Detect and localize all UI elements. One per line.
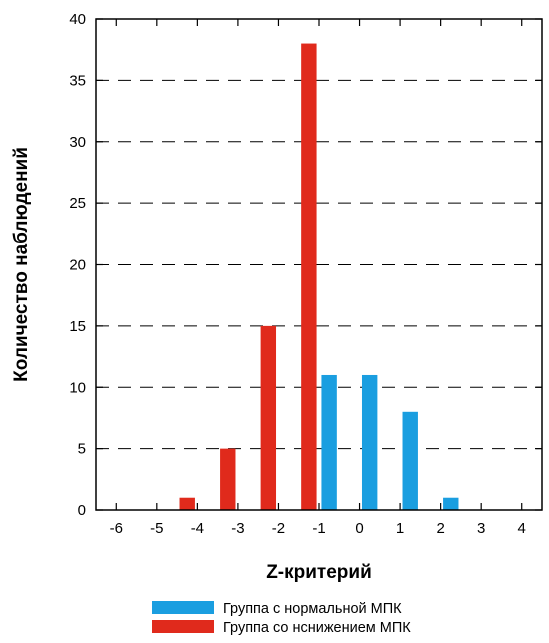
bar xyxy=(361,374,378,510)
x-tick-label: 4 xyxy=(518,520,526,537)
y-tick-label: 25 xyxy=(69,195,86,212)
bar xyxy=(301,43,317,511)
x-tick-label: -3 xyxy=(231,520,244,537)
bar xyxy=(402,411,418,510)
legend-swatch xyxy=(152,620,214,633)
bar xyxy=(321,374,337,510)
y-tick-labels: 0 5 10 15 20 25 30 35 40 xyxy=(69,11,86,519)
bar xyxy=(260,325,277,510)
x-tick-label: -1 xyxy=(312,520,325,537)
x-tick-label: -5 xyxy=(150,520,163,537)
y-tick-label: 5 xyxy=(78,441,86,458)
x-tick-label: 1 xyxy=(396,520,404,537)
y-tick-label: 35 xyxy=(69,72,86,89)
x-tick-label: -2 xyxy=(272,520,285,537)
x-axis-title: Z-критерий xyxy=(266,562,372,583)
legend: Группа с нормальной МПК Группа со нснижен… xyxy=(152,601,411,636)
bar xyxy=(220,448,236,510)
y-axis-title: Количество наблюдений xyxy=(11,147,32,382)
y-tick-label: 10 xyxy=(69,379,86,396)
x-tick-labels: -6 -5 -4 -3 -2 -1 0 1 2 3 4 xyxy=(110,520,526,537)
bar xyxy=(179,497,195,510)
bars xyxy=(179,43,459,511)
legend-label: Группа со нснижением МПК xyxy=(223,620,411,636)
y-tick-label: 40 xyxy=(69,11,86,28)
y-tick-label: 15 xyxy=(69,318,86,335)
y-tick-label: 20 xyxy=(69,257,86,274)
x-tick-label: 3 xyxy=(477,520,485,537)
x-tick-label: 0 xyxy=(355,520,363,537)
x-tick-label: 2 xyxy=(436,520,444,537)
x-tick-label: -6 xyxy=(110,520,123,537)
axis-ticks xyxy=(96,18,542,511)
legend-label: Группа с нормальной МПК xyxy=(223,601,402,617)
bar xyxy=(443,497,459,510)
grid-lines xyxy=(96,79,542,450)
legend-swatch xyxy=(152,601,214,614)
y-tick-label: 0 xyxy=(78,502,86,519)
y-tick-label: 30 xyxy=(69,134,86,151)
x-tick-label: -4 xyxy=(191,520,204,537)
